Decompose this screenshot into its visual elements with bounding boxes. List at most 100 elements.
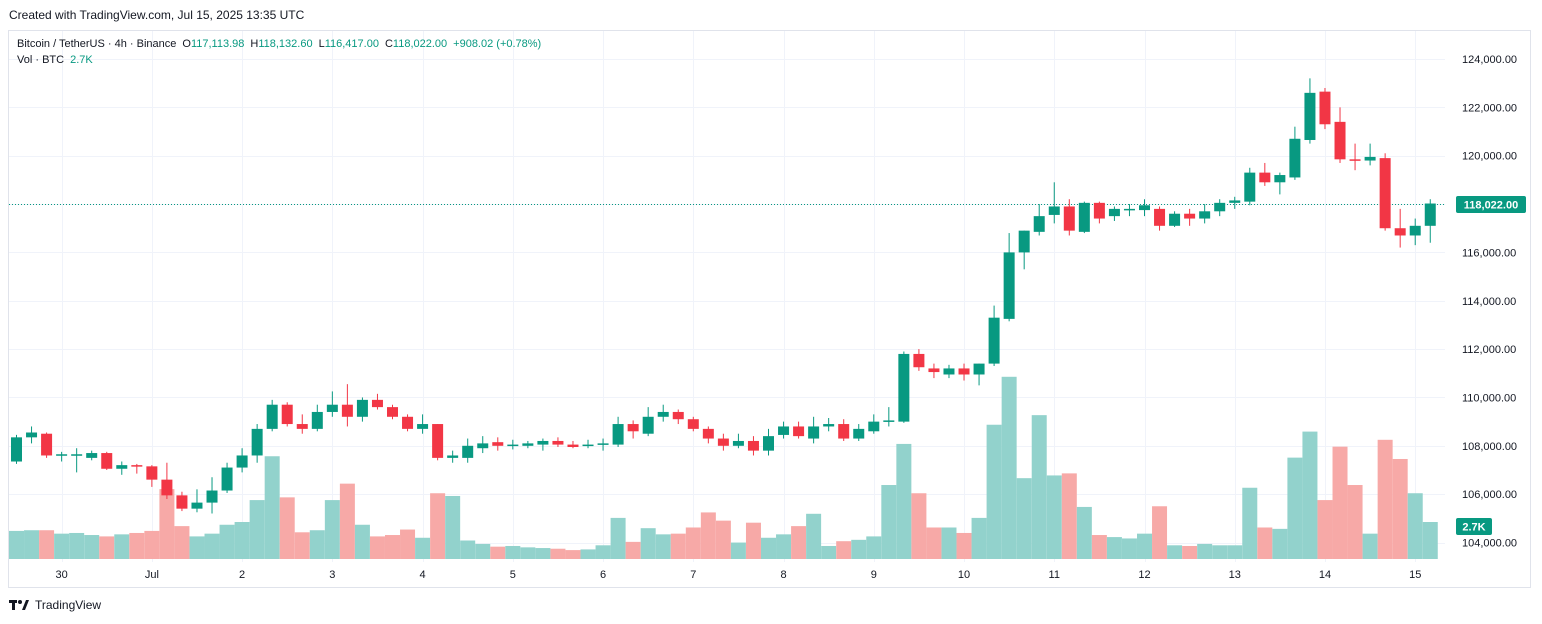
volume-bar (505, 545, 521, 559)
high-label: H (250, 38, 259, 50)
candle (1184, 208, 1196, 226)
candle (356, 397, 368, 422)
volume-bar (685, 527, 701, 559)
volume-bar (836, 541, 852, 559)
candle (116, 461, 128, 475)
candle (943, 364, 955, 379)
volume-bar (54, 533, 70, 559)
candle (402, 414, 414, 432)
candle-body (1184, 213, 1196, 219)
candle-body (732, 440, 744, 446)
volume-bar (640, 528, 656, 559)
candle-body (913, 353, 925, 368)
volume-bar (1347, 485, 1363, 559)
candle (1289, 126, 1301, 180)
volume-bar (445, 495, 461, 559)
candle-body (116, 465, 128, 469)
volume-bar (535, 548, 551, 559)
candle-body (1259, 172, 1271, 183)
volume-bar (294, 532, 310, 559)
volume-bar (745, 522, 761, 559)
volume-bar (866, 536, 882, 559)
candle (41, 432, 53, 458)
candle (522, 440, 534, 449)
time-tick-label: 2 (239, 569, 245, 581)
candle (687, 416, 699, 432)
open-value: 117,113.98 (190, 38, 245, 50)
candle (1409, 218, 1421, 246)
candle (371, 393, 383, 410)
candle-body (582, 444, 594, 447)
candle (1078, 201, 1090, 234)
candle-body (1093, 202, 1105, 219)
candle-body (552, 440, 564, 445)
candle (1003, 233, 1015, 322)
candle (146, 465, 158, 487)
candle-body (883, 420, 895, 422)
candle-body (1214, 202, 1226, 212)
candle-body (1409, 225, 1421, 236)
candle (883, 407, 895, 427)
last-price-badge-bg (1456, 196, 1526, 213)
volume-bar (700, 512, 716, 559)
candle-body (56, 454, 68, 456)
price-tick-label: 120,000.00 (1462, 151, 1517, 163)
candle (1033, 204, 1045, 236)
close-value: 118,022.00 (392, 38, 448, 50)
volume-bar (821, 545, 837, 559)
candle (552, 437, 564, 448)
volume-bar (896, 443, 912, 559)
candle (868, 414, 880, 434)
volume-bar (144, 530, 160, 559)
candle-body (928, 368, 940, 373)
candle-body (492, 442, 504, 446)
volume-bar (1287, 457, 1303, 559)
candle-body (1424, 203, 1436, 226)
candle (642, 407, 654, 437)
time-axis: 30 Jul 2 3 4 5 6 7 8 9 10 11 12 13 14 15 (55, 569, 1421, 581)
volume-bar (911, 493, 927, 559)
time-tick-label: 13 (1229, 569, 1241, 581)
candle-body (793, 426, 805, 437)
volume-bar (490, 546, 506, 559)
volume-bar (851, 539, 867, 559)
candle-body (838, 424, 850, 439)
candle (432, 424, 444, 461)
volume-bar (1061, 473, 1077, 559)
candle (101, 451, 113, 470)
volume-bar (1332, 446, 1348, 559)
volume-bar (1152, 506, 1168, 559)
candle-body (808, 426, 820, 439)
candle (492, 437, 504, 451)
candle-body (868, 421, 880, 432)
candle (1334, 107, 1346, 163)
volume-bar (1212, 545, 1228, 559)
candle-body (1274, 175, 1286, 183)
candle (1364, 143, 1376, 166)
candles (11, 78, 1436, 514)
candle-body (1123, 208, 1135, 211)
time-tick-label: 14 (1319, 569, 1331, 581)
volume-bar (1137, 533, 1152, 559)
candle-body (687, 419, 699, 429)
candle (236, 448, 248, 473)
volume-bar (625, 541, 641, 559)
volume-bar (730, 542, 746, 559)
volume-bar (986, 424, 1002, 559)
candle (1229, 196, 1241, 209)
volume-bar (520, 547, 536, 559)
candle (1018, 230, 1030, 270)
candle (657, 404, 669, 422)
volume-bar (385, 535, 400, 559)
candle-body (702, 428, 714, 439)
volume-bar (806, 513, 822, 559)
candle (1214, 199, 1226, 217)
candle (672, 409, 684, 425)
volume-bar (1046, 475, 1062, 559)
volume-bar (1016, 478, 1032, 559)
candle-body (1394, 228, 1406, 236)
candle-body (11, 437, 22, 462)
volume-bar (1317, 500, 1333, 559)
candle (206, 477, 218, 514)
